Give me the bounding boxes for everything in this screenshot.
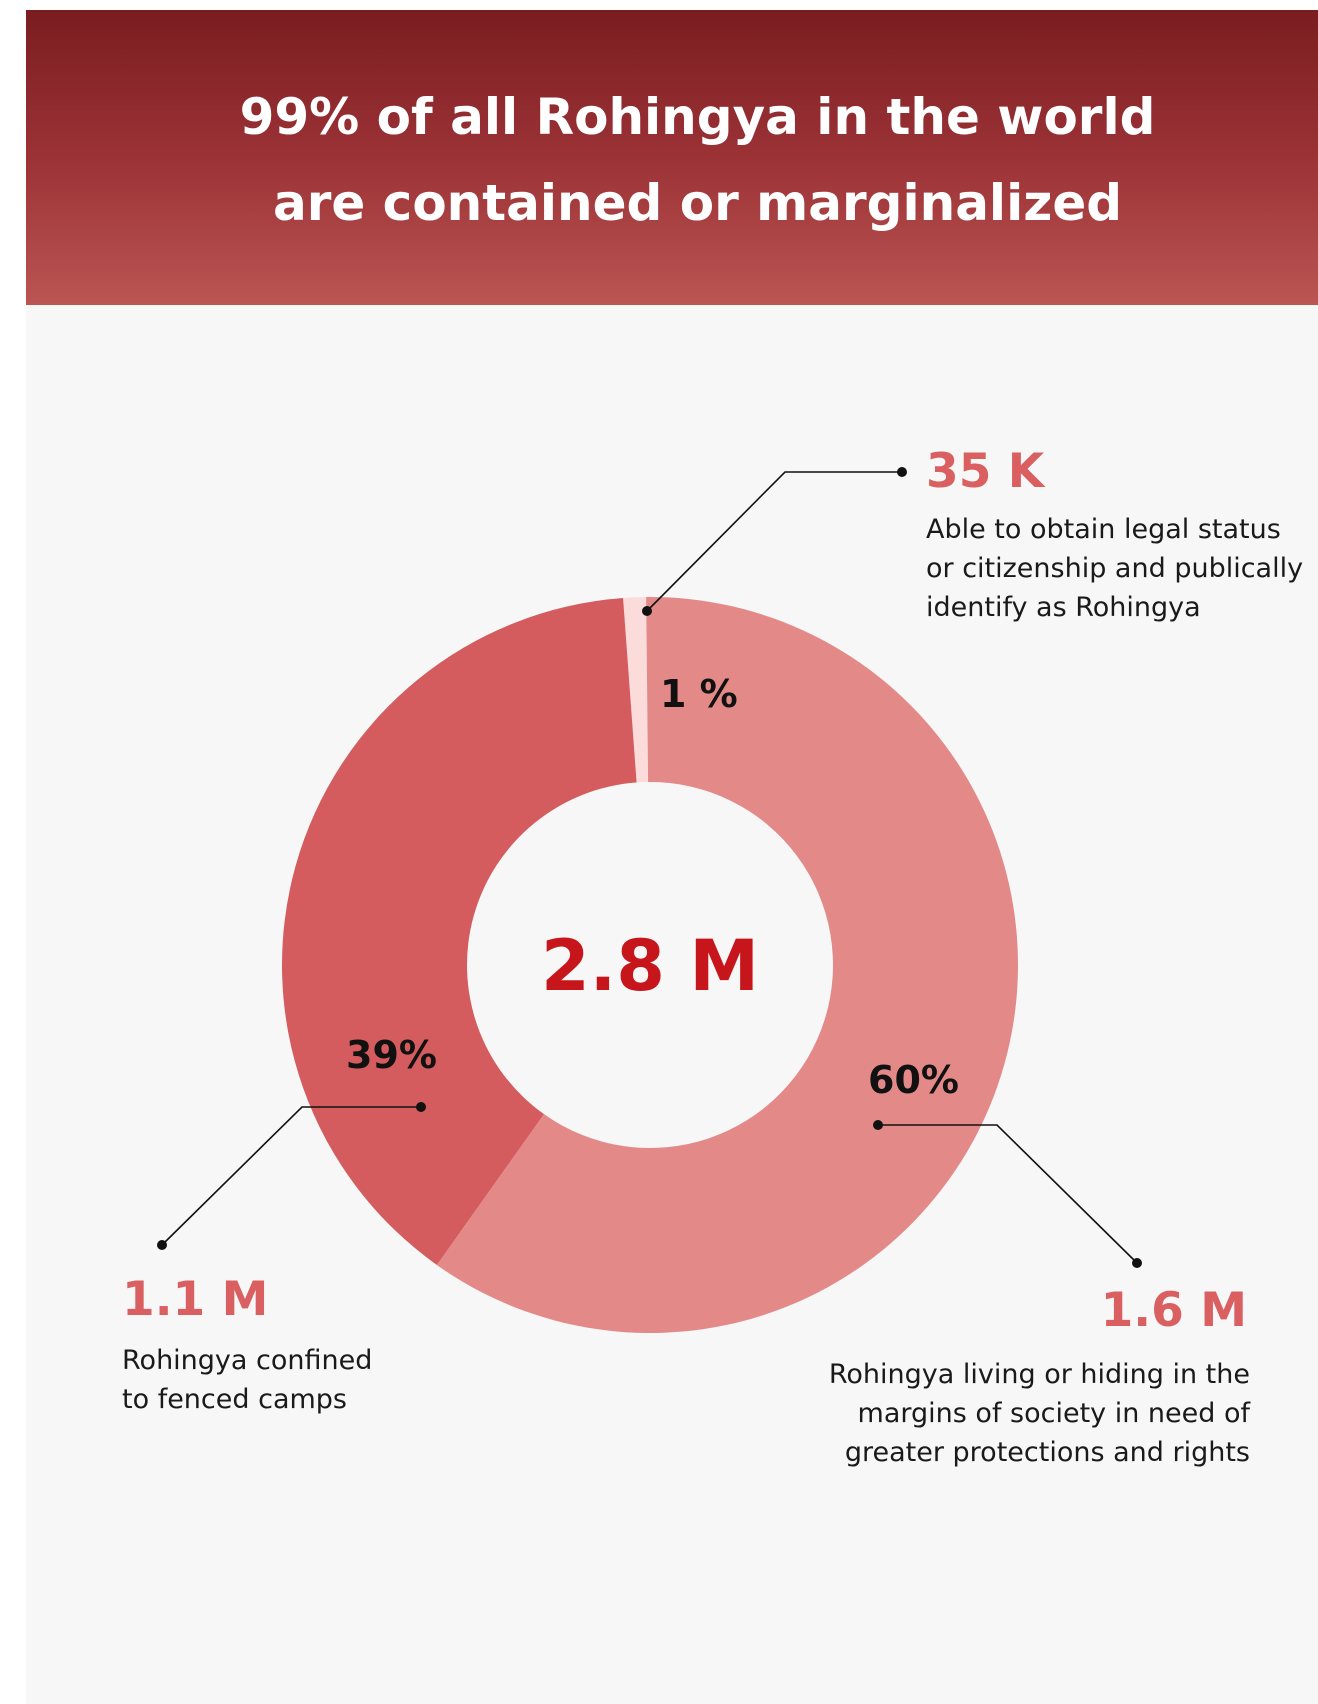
title-banner — [26, 10, 1318, 305]
callout-description-camps-1: to fenced camps — [122, 1384, 347, 1415]
callout-description-margins-0: Rohingya living or hiding in the — [829, 1359, 1250, 1390]
leader-dot-camps-1 — [157, 1240, 167, 1250]
percent-label-camps: 39% — [346, 1033, 437, 1077]
leader-dot-camps-0 — [416, 1102, 426, 1112]
center-total-label: 2.8 M — [541, 925, 759, 1007]
donut-labels: 1 % 60% 39% — [346, 672, 959, 1102]
donut-slices — [281, 597, 1019, 1334]
page-title-line-1: 99% of all Rohingya in the world — [239, 88, 1156, 146]
slice-margins — [436, 597, 1019, 1334]
page-title-line-2: are contained or marginalized — [272, 174, 1123, 232]
callout-description-legal-status-0: Able to obtain legal status — [926, 514, 1281, 545]
callout-camps: 1.1 M Rohingya confined to fenced camps — [122, 1102, 426, 1415]
leader-dot-legal-status-1 — [897, 467, 907, 477]
callout-value-legal-status: 35 K — [926, 444, 1046, 499]
callout-description-camps-0: Rohingya confined — [122, 1345, 372, 1376]
callout-description-legal-status-2: identify as Rohingya — [926, 592, 1201, 623]
leader-dot-margins-1 — [1132, 1258, 1142, 1268]
callout-value-margins: 1.6 M — [1101, 1283, 1247, 1338]
percent-label-margins: 60% — [868, 1058, 959, 1102]
callout-description-margins-1: margins of society in need of — [858, 1398, 1252, 1429]
callouts: 35 K Able to obtain legal status or citize… — [122, 444, 1303, 1468]
leader-dot-margins-0 — [873, 1120, 883, 1130]
callout-description-margins-2: greater protections and rights — [845, 1437, 1250, 1468]
slice-legal-status — [623, 597, 649, 783]
callout-legal-status: 35 K Able to obtain legal status or citize… — [642, 444, 1303, 623]
callout-value-camps: 1.1 M — [122, 1272, 268, 1327]
callout-margins: 1.6 M Rohingya living or hiding in the mar… — [829, 1120, 1252, 1468]
slice-camps — [281, 597, 637, 1265]
leader-line-margins — [878, 1124, 1138, 1264]
callout-description-legal-status-1: or citizenship and publically — [926, 553, 1303, 584]
percent-label-legal-status: 1 % — [660, 672, 738, 716]
leader-dot-legal-status-0 — [642, 606, 652, 616]
leader-line-camps — [161, 1106, 421, 1246]
leader-line-legal-status — [646, 471, 902, 612]
